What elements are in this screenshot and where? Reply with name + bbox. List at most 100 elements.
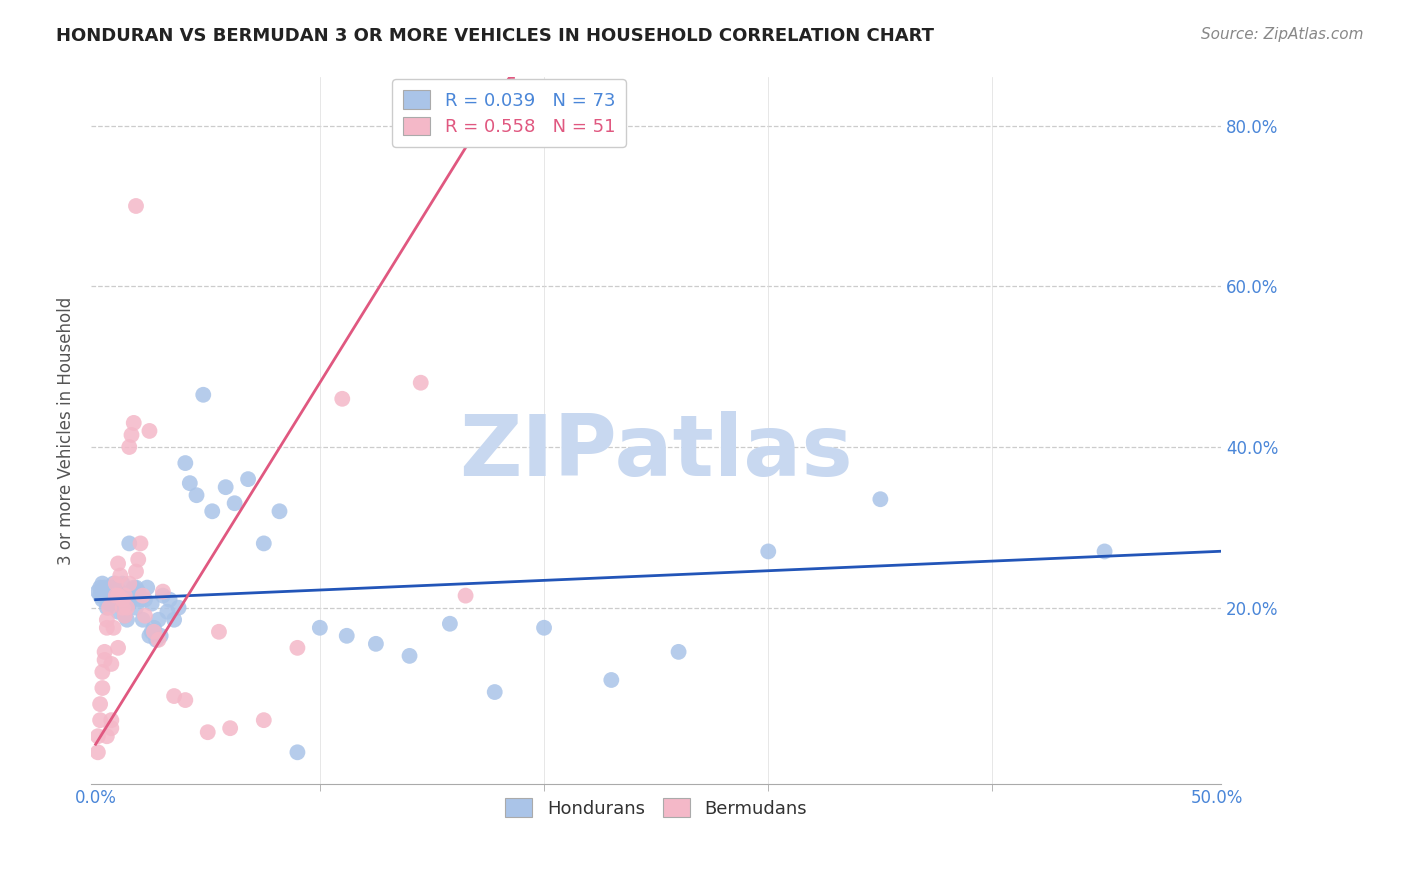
Point — [125, 600, 148, 615]
Point — [107, 640, 129, 655]
Point — [98, 600, 121, 615]
Point — [118, 440, 141, 454]
Point — [484, 685, 506, 699]
Point — [96, 729, 118, 743]
Point — [103, 584, 125, 599]
Point — [104, 576, 127, 591]
Point — [96, 600, 118, 615]
Point — [174, 693, 197, 707]
Point — [193, 388, 215, 402]
Point — [208, 624, 231, 639]
Point — [869, 492, 891, 507]
Point — [114, 589, 136, 603]
Point — [287, 640, 309, 655]
Point — [127, 584, 149, 599]
Point — [111, 600, 134, 615]
Point — [122, 416, 145, 430]
Point — [398, 648, 420, 663]
Point — [100, 721, 122, 735]
Point — [163, 613, 186, 627]
Point — [134, 592, 156, 607]
Point — [87, 745, 110, 759]
Point — [98, 586, 121, 600]
Point — [107, 557, 129, 571]
Point — [134, 608, 156, 623]
Point — [152, 589, 174, 603]
Point — [103, 621, 125, 635]
Point — [148, 632, 170, 647]
Point — [215, 480, 238, 494]
Point — [87, 584, 110, 599]
Point — [100, 581, 122, 595]
Point — [114, 589, 136, 603]
Point — [253, 536, 276, 550]
Point — [156, 605, 179, 619]
Point — [93, 589, 115, 603]
Point — [141, 597, 163, 611]
Point — [308, 621, 330, 635]
Point — [269, 504, 291, 518]
Point — [89, 589, 111, 603]
Point — [145, 632, 167, 647]
Point — [409, 376, 432, 390]
Point — [668, 645, 690, 659]
Point — [104, 581, 127, 595]
Point — [93, 645, 115, 659]
Point — [107, 605, 129, 619]
Point — [103, 576, 125, 591]
Point — [110, 584, 132, 599]
Legend: Hondurans, Bermudans: Hondurans, Bermudans — [498, 791, 814, 825]
Point — [454, 589, 477, 603]
Point — [201, 504, 224, 518]
Point — [600, 673, 623, 687]
Point — [107, 597, 129, 611]
Point — [159, 592, 181, 607]
Point — [141, 624, 163, 639]
Point — [125, 581, 148, 595]
Point — [110, 589, 132, 603]
Point — [93, 653, 115, 667]
Point — [756, 544, 779, 558]
Point — [174, 456, 197, 470]
Point — [89, 581, 111, 595]
Point — [138, 424, 160, 438]
Point — [179, 476, 201, 491]
Point — [1094, 544, 1116, 558]
Point — [125, 565, 148, 579]
Point — [111, 592, 134, 607]
Text: HONDURAN VS BERMUDAN 3 OR MORE VEHICLES IN HOUSEHOLD CORRELATION CHART: HONDURAN VS BERMUDAN 3 OR MORE VEHICLES … — [56, 27, 934, 45]
Point — [96, 584, 118, 599]
Point — [100, 589, 122, 603]
Point — [91, 576, 114, 591]
Point — [127, 552, 149, 566]
Point — [330, 392, 353, 406]
Point — [110, 568, 132, 582]
Point — [100, 713, 122, 727]
Point — [439, 616, 461, 631]
Point — [104, 592, 127, 607]
Point — [148, 613, 170, 627]
Point — [129, 536, 152, 550]
Y-axis label: 3 or more Vehicles in Household: 3 or more Vehicles in Household — [58, 297, 75, 565]
Point — [122, 589, 145, 603]
Point — [125, 199, 148, 213]
Point — [142, 624, 165, 639]
Point — [91, 665, 114, 679]
Point — [98, 597, 121, 611]
Point — [115, 600, 138, 615]
Point — [129, 592, 152, 607]
Point — [100, 657, 122, 671]
Point — [186, 488, 208, 502]
Point — [118, 536, 141, 550]
Point — [149, 629, 172, 643]
Point — [118, 576, 141, 591]
Point — [224, 496, 246, 510]
Point — [115, 613, 138, 627]
Point — [89, 713, 111, 727]
Point — [122, 581, 145, 595]
Point — [219, 721, 242, 735]
Point — [96, 621, 118, 635]
Point — [118, 597, 141, 611]
Point — [121, 428, 143, 442]
Point — [89, 697, 111, 711]
